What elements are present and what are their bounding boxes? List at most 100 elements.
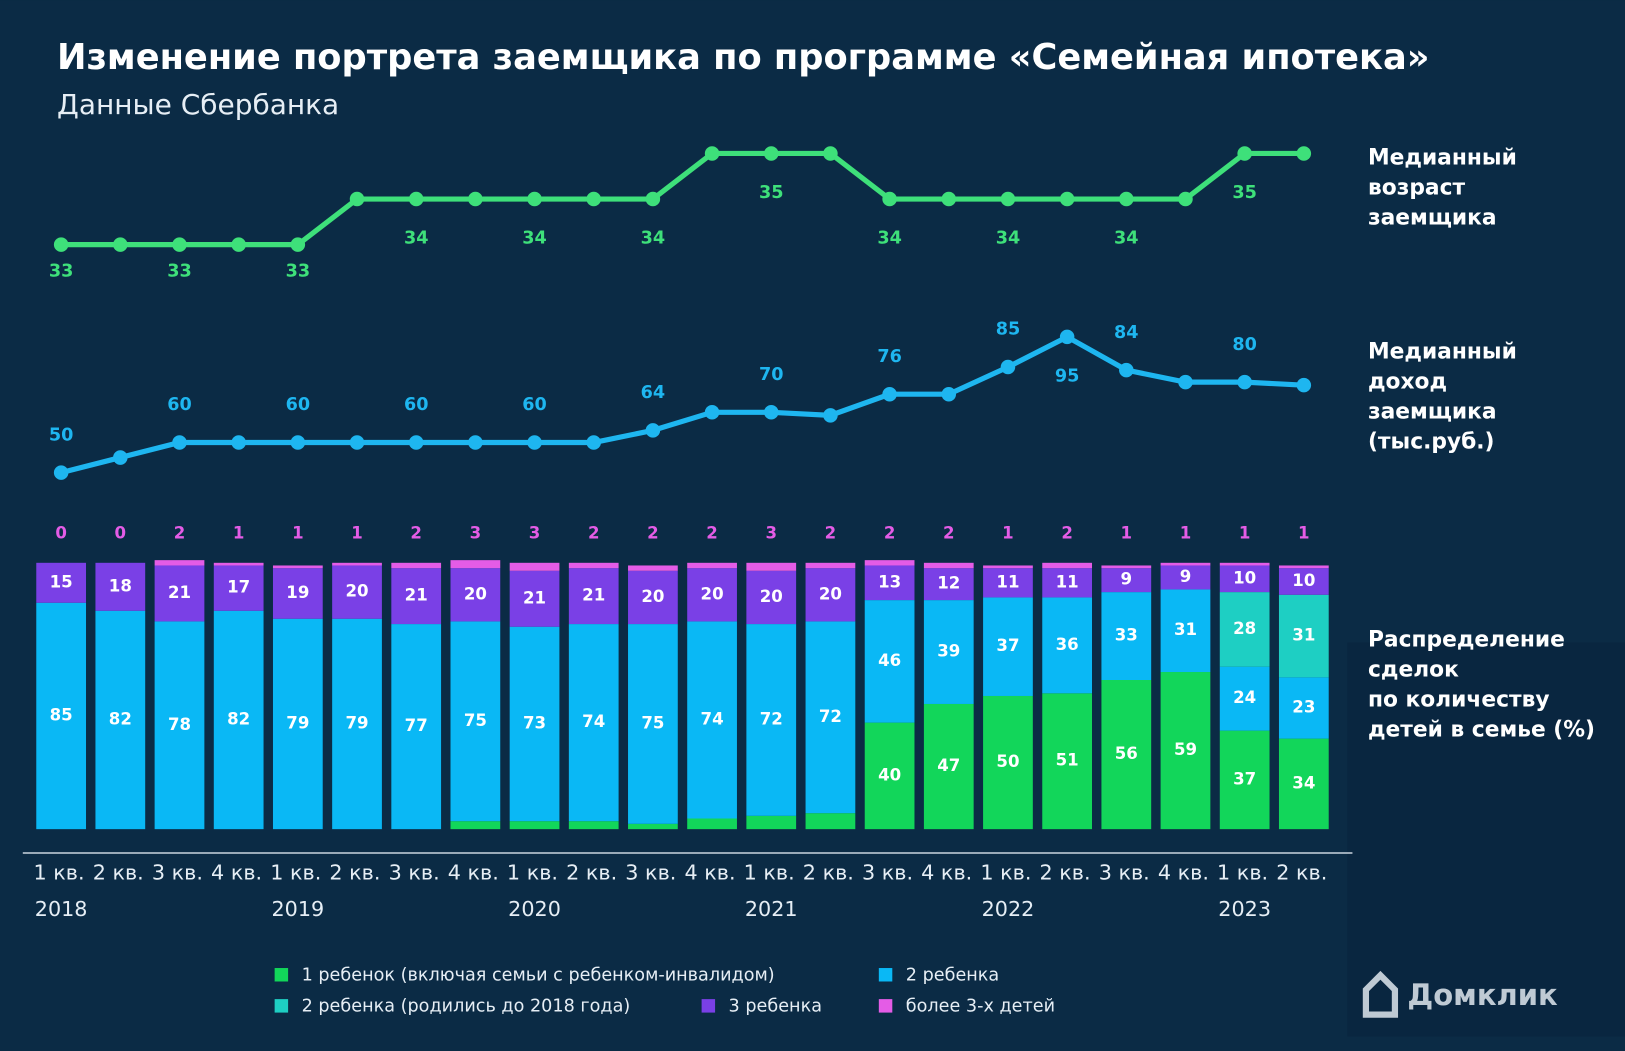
- point: [882, 386, 897, 402]
- data-label: 2: [706, 523, 718, 542]
- bar-segment: [154, 560, 205, 566]
- point: [527, 191, 542, 207]
- point: [113, 450, 128, 465]
- bar-segment: [1278, 677, 1329, 739]
- x-tick-label: 1 кв.: [507, 861, 558, 885]
- point: [408, 435, 424, 450]
- data-label: 2: [943, 523, 955, 542]
- x-tick-label: 3 кв.: [1099, 861, 1150, 885]
- point: [941, 386, 957, 402]
- x-tick-label: 1 кв.: [744, 861, 795, 885]
- year-label: 2022: [982, 897, 1035, 921]
- data-label: 95: [1055, 366, 1080, 386]
- data-label: 20: [464, 584, 487, 603]
- data-label: 60: [286, 395, 311, 415]
- bar-segment: [272, 565, 323, 569]
- series-label: доход: [1368, 369, 1447, 394]
- x-tick-label: 4 кв.: [448, 861, 499, 885]
- bar-segment: [332, 618, 382, 830]
- series-label: (тыс.руб.): [1368, 430, 1495, 455]
- bar-segment: [983, 565, 1033, 569]
- data-label: 77: [405, 716, 428, 735]
- bar-segment: [332, 562, 382, 566]
- data-label: 2: [174, 523, 186, 542]
- line: [61, 150, 1304, 248]
- point: [704, 146, 720, 161]
- data-label: 0: [55, 523, 67, 542]
- bar-segment: [36, 562, 87, 603]
- data-label: 17: [227, 578, 250, 597]
- data-label: 11: [996, 572, 1019, 591]
- x-tick-label: 3 кв.: [862, 861, 913, 885]
- bar-segment: [1219, 666, 1270, 731]
- data-label: 34: [641, 228, 666, 248]
- point: [113, 237, 128, 252]
- bar-segment: [450, 568, 501, 622]
- line: [60, 333, 1304, 476]
- bar-segment: [391, 624, 442, 830]
- series-label: заемщика: [1368, 206, 1497, 231]
- bar-segment: [923, 600, 974, 704]
- bar-segment: [509, 562, 560, 571]
- bar-segment: [1042, 568, 1093, 598]
- legend-label: 2 ребенка: [906, 965, 999, 985]
- bar-segment: [687, 621, 737, 819]
- point: [290, 237, 306, 252]
- bar-segment: [332, 565, 382, 619]
- year-label: 2021: [745, 897, 798, 921]
- data-label: 3: [765, 523, 777, 542]
- data-label: 15: [50, 572, 73, 591]
- point: [1178, 191, 1193, 207]
- data-label: 72: [760, 709, 783, 728]
- bar-segment: [864, 565, 915, 601]
- bar-segment: [1042, 562, 1093, 569]
- legend-swatch: [701, 999, 716, 1013]
- point: [1237, 146, 1252, 161]
- data-label: 21: [582, 586, 605, 605]
- data-label: 56: [1115, 744, 1138, 763]
- bar-segment: [36, 602, 87, 830]
- bar-segment: [805, 621, 856, 814]
- bar-segment: [864, 560, 915, 566]
- data-label: 33: [167, 262, 192, 282]
- data-label: 2: [884, 523, 896, 542]
- data-label: 74: [582, 712, 605, 731]
- series-label: Медианный: [1368, 146, 1517, 171]
- point: [1059, 329, 1075, 345]
- data-label: 20: [701, 584, 724, 603]
- point: [823, 146, 838, 161]
- data-label: 12: [937, 574, 960, 593]
- x-tick-label: 3 кв.: [389, 861, 440, 885]
- x-tick-label: 2 кв.: [1276, 861, 1327, 885]
- data-label: 2: [825, 523, 837, 542]
- x-tick-label: 2 кв.: [1040, 861, 1091, 885]
- data-label: 34: [996, 228, 1021, 248]
- data-label: 34: [404, 228, 429, 248]
- data-label: 59: [1174, 740, 1197, 759]
- bar-segment: [687, 568, 737, 622]
- legend-label: 1 ребенок (включая семьи с ребенком-инва…: [302, 965, 775, 985]
- bar-segment: [1042, 693, 1093, 830]
- bar-segment: [1278, 738, 1329, 830]
- data-label: 1: [1002, 523, 1014, 542]
- data-label: 34: [1114, 228, 1139, 248]
- bar-segment: [1160, 565, 1211, 590]
- bar-segment: [272, 568, 323, 619]
- series-label: заемщика: [1368, 400, 1497, 425]
- data-label: 2: [1061, 523, 1073, 542]
- bar-segment: [805, 813, 856, 830]
- bar-segment: [1101, 565, 1152, 569]
- subtitle: Данные Сбербанка: [57, 88, 339, 121]
- data-label: 74: [701, 709, 724, 728]
- data-label: 33: [1115, 626, 1138, 645]
- point: [1178, 374, 1193, 390]
- bar-segment: [450, 621, 501, 822]
- bar-segment: [1101, 568, 1152, 593]
- data-label: 46: [878, 651, 901, 670]
- data-label: 37: [996, 636, 1019, 655]
- data-label: 1: [1180, 523, 1192, 542]
- bar-segment: [983, 568, 1033, 598]
- data-label: 20: [641, 587, 664, 606]
- bar-segment: [687, 818, 737, 830]
